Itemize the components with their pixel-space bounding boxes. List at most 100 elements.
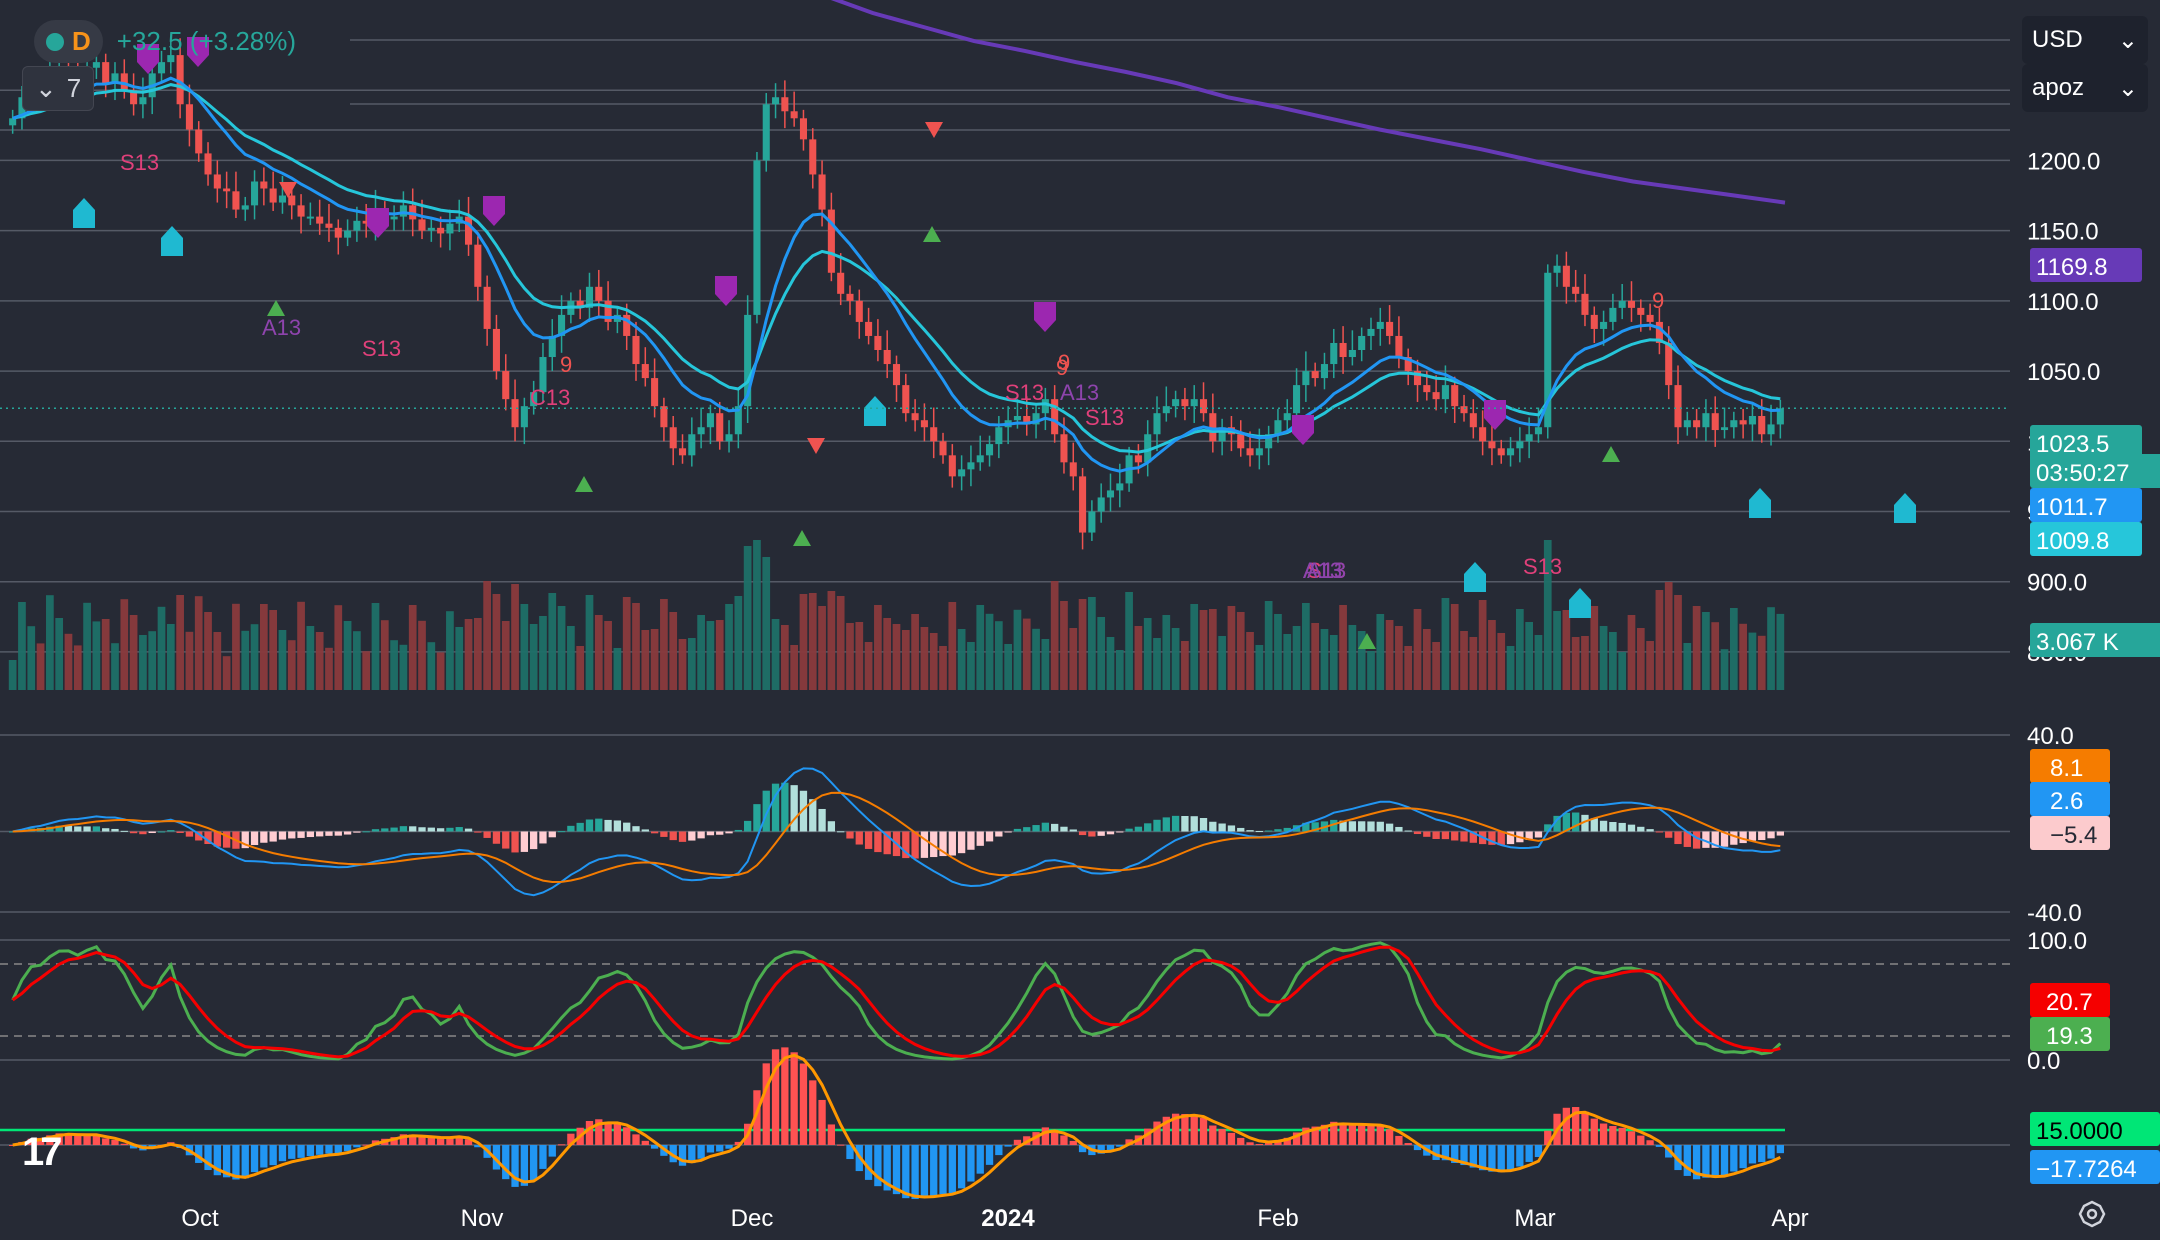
osc-histogram-bar: [799, 1063, 808, 1145]
candle-body: [1013, 416, 1021, 421]
settings-icon-shape: [2078, 1200, 2106, 1228]
candle-body: [399, 205, 407, 217]
volume-bar: [1636, 628, 1645, 690]
volume-bar: [1739, 623, 1747, 690]
x-tick-label: Mar: [1514, 1205, 1555, 1232]
macd-histogram-bar: [204, 831, 212, 845]
osc-histogram-bar: [74, 1134, 82, 1145]
macd-histogram-bar: [1609, 822, 1617, 832]
osc-histogram-bar: [1730, 1145, 1738, 1172]
osc-histogram-bar: [1460, 1145, 1468, 1166]
macd-histogram-bar: [1553, 815, 1561, 832]
osc-histogram-bar: [269, 1145, 277, 1166]
candle-body: [362, 220, 370, 224]
osc-histogram-bar: [1125, 1139, 1133, 1145]
osc-histogram-bar: [818, 1099, 826, 1145]
volume-bar: [1246, 632, 1254, 690]
osc-histogram-bar: [809, 1080, 817, 1145]
osc-histogram-bar: [1004, 1145, 1012, 1147]
volume-bar: [139, 635, 147, 690]
price-label: 1169.8: [2036, 254, 2108, 281]
volume-bar: [1729, 608, 1738, 690]
status-pill[interactable]: D: [34, 20, 103, 63]
macd-histogram-bar: [1330, 819, 1338, 832]
candle-body: [1432, 392, 1440, 400]
osc-histogram-bar: [343, 1145, 352, 1152]
macd-histogram-bar: [1013, 828, 1022, 832]
volume-bar: [539, 616, 547, 690]
indicators-toggle[interactable]: ⌄ 7: [22, 66, 95, 111]
volume-bar: [343, 621, 352, 690]
candle-body: [818, 174, 826, 210]
price-label-box: [2030, 248, 2142, 282]
scale-mode-select[interactable]: apoz ⌄: [2022, 64, 2148, 112]
volume-bar: [1255, 645, 1264, 690]
macd-histogram-bar: [1506, 831, 1515, 845]
candle-body: [772, 97, 780, 105]
osc-histogram-bar: [585, 1120, 594, 1145]
volume-bar: [1627, 615, 1636, 690]
volume-bar: [529, 624, 538, 690]
macd-histogram-bar: [297, 831, 305, 838]
macd-histogram-bar: [1692, 831, 1701, 849]
settings-icon[interactable]: [2078, 1200, 2106, 1228]
osc-histogram-bar: [697, 1145, 705, 1159]
volume-bar: [1413, 609, 1422, 690]
osc-histogram-bar: [1562, 1107, 1571, 1145]
osc-histogram-bar: [976, 1145, 984, 1174]
candle-body: [1032, 413, 1040, 425]
macd-histogram-bar: [753, 804, 761, 832]
osc-histogram-bar: [530, 1145, 538, 1181]
macd-histogram-bar: [539, 831, 547, 844]
volume-bar: [1488, 620, 1496, 690]
osc-histogram-bar: [111, 1139, 119, 1145]
volume-bar: [259, 604, 268, 690]
candle-body: [390, 216, 398, 220]
volume-bar: [706, 621, 715, 690]
volume-bar: [418, 620, 426, 690]
osc-histogram-bar: [46, 1135, 54, 1145]
macd-histogram-bar: [985, 831, 994, 842]
volume-bar: [846, 623, 854, 690]
macd-histogram-bar: [995, 831, 1003, 837]
osc-histogram-bar: [1674, 1145, 1682, 1171]
osc-histogram-bar: [948, 1145, 956, 1194]
volume-bar: [46, 595, 54, 690]
candle-body: [139, 97, 147, 105]
macd-histogram-bar: [120, 830, 128, 832]
volume-bar: [1339, 605, 1347, 690]
tradingview-logo[interactable]: 17: [22, 1130, 62, 1174]
osc-histogram-bar: [222, 1145, 231, 1178]
candle-body: [1758, 416, 1766, 435]
osc-line: [12, 1053, 1781, 1199]
candle-body: [92, 62, 100, 68]
macd-histogram-bar: [920, 831, 929, 858]
y-tick-label: 1050.0: [2027, 359, 2100, 386]
candle-body: [1469, 413, 1477, 428]
currency-select[interactable]: USD ⌄: [2022, 16, 2148, 64]
macd-histogram-bar: [1423, 831, 1431, 837]
macd-histogram-bar: [436, 828, 445, 832]
candle-body: [725, 434, 733, 442]
volume-bar: [241, 630, 250, 690]
macd-histogram-bar: [1637, 826, 1645, 832]
macd-histogram-bar: [427, 827, 435, 832]
osc-histogram-bar: [753, 1090, 761, 1145]
candle-body: [418, 219, 426, 231]
candle-body: [1237, 434, 1245, 449]
osc-histogram-bar: [1218, 1129, 1226, 1145]
volume-bar: [911, 614, 919, 690]
macd-histogram-bar: [530, 831, 538, 850]
y-tick-label: 0.0: [2027, 1048, 2060, 1075]
candle-body: [185, 104, 193, 130]
candle-body: [1423, 385, 1431, 393]
macd-histogram-bar: [1004, 831, 1012, 833]
volume-bar: [362, 651, 371, 690]
header-bar: D +32.5 (+3.28%): [34, 20, 296, 63]
osc-histogram-bar: [1302, 1127, 1310, 1145]
candle-body: [1441, 385, 1449, 400]
volume-bar: [204, 612, 212, 690]
volume-bar: [781, 625, 789, 690]
macd-histogram-bar: [316, 831, 324, 837]
